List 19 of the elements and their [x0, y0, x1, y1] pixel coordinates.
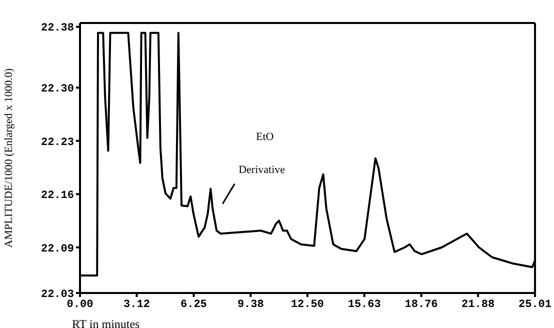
- x-axis-title: RT in minutes: [72, 317, 140, 328]
- x-tick-label: 21.88: [462, 298, 495, 311]
- x-tick-label: 25.01: [518, 298, 552, 311]
- annotation: Derivative: [238, 164, 286, 176]
- x-tick-label: 9.38: [237, 298, 264, 311]
- x-tick-label: 12.50: [290, 298, 324, 311]
- y-tick-label: 22.30: [40, 84, 74, 96]
- x-tick-label: 18.76: [404, 298, 438, 311]
- y-tick-label: 22.03: [40, 288, 74, 301]
- y-tick-label: 22.38: [40, 22, 74, 35]
- x-tick-label: 3.12: [124, 298, 150, 311]
- y-tick-label: 22.23: [40, 136, 74, 149]
- x-tick-label: 0.00: [66, 298, 94, 311]
- x-tick-label: 15.63: [348, 298, 382, 311]
- y-tick-label: 22.09: [40, 243, 74, 256]
- annotation: EtO: [256, 131, 274, 143]
- y-tick-label: 22.16: [40, 190, 74, 202]
- y-axis-title: AMPLITUDE/1000 (Enlarged x 1000.0): [2, 68, 15, 248]
- x-tick-label: 6.25: [180, 298, 208, 311]
